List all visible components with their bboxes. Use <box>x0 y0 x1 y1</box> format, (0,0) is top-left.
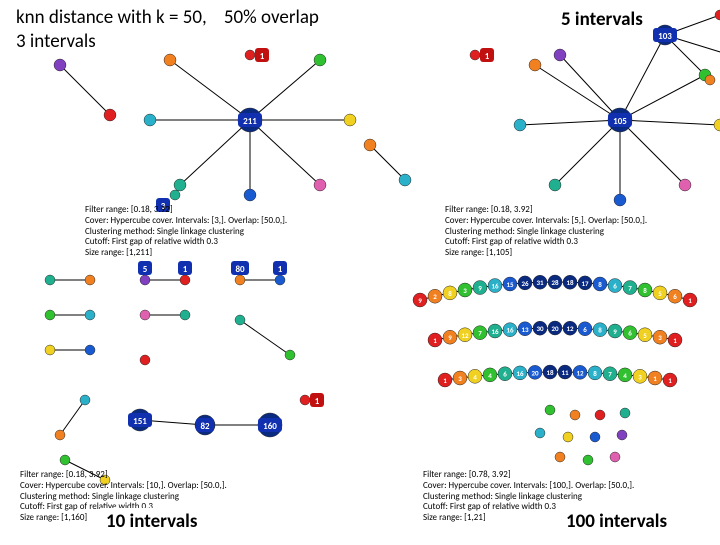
svg-text:11: 11 <box>561 368 569 377</box>
svg-text:6: 6 <box>673 292 677 301</box>
title-4: 100 intervals <box>566 510 667 533</box>
svg-text:30: 30 <box>536 324 544 333</box>
svg-text:3: 3 <box>463 286 467 295</box>
svg-text:5: 5 <box>143 264 148 275</box>
svg-text:5: 5 <box>643 331 647 340</box>
svg-text:20: 20 <box>551 324 559 333</box>
svg-text:18: 18 <box>546 368 554 377</box>
svg-text:16: 16 <box>506 326 514 335</box>
svg-text:8: 8 <box>448 289 452 298</box>
svg-text:7: 7 <box>628 284 632 293</box>
svg-text:6: 6 <box>503 370 507 379</box>
svg-text:26: 26 <box>521 279 529 288</box>
svg-text:4: 4 <box>488 371 492 380</box>
title-box-1a: knn distance with k = 50, 50% overlap <box>10 4 325 31</box>
svg-text:16: 16 <box>516 369 524 378</box>
svg-text:82: 82 <box>200 421 210 432</box>
svg-text:9: 9 <box>478 284 482 293</box>
svg-text:80: 80 <box>235 264 245 275</box>
svg-text:4: 4 <box>623 371 627 380</box>
svg-text:7: 7 <box>608 370 612 379</box>
svg-text:6: 6 <box>583 325 587 334</box>
svg-text:1: 1 <box>443 376 447 385</box>
svg-text:16: 16 <box>491 282 499 291</box>
svg-text:9: 9 <box>613 327 617 336</box>
svg-text:6: 6 <box>613 282 617 291</box>
title-box-1c: 3 intervals <box>10 28 102 55</box>
title-2: 5 intervals <box>561 8 643 31</box>
svg-text:3: 3 <box>638 372 642 381</box>
svg-text:1: 1 <box>668 376 672 385</box>
svg-text:28: 28 <box>551 278 559 287</box>
svg-text:1: 1 <box>485 51 490 62</box>
svg-text:7: 7 <box>478 329 482 338</box>
svg-text:8: 8 <box>593 369 597 378</box>
svg-text:6: 6 <box>628 329 632 338</box>
svg-text:31: 31 <box>536 278 544 287</box>
svg-text:5: 5 <box>658 289 662 298</box>
svg-text:1: 1 <box>260 51 265 62</box>
caption-2: Filter range: [0.18, 3.92]Cover: Hypercu… <box>445 205 647 259</box>
svg-text:8: 8 <box>598 326 602 335</box>
svg-text:1: 1 <box>278 264 283 275</box>
svg-text:103: 103 <box>658 31 672 42</box>
svg-text:3: 3 <box>658 333 662 342</box>
svg-text:105: 105 <box>613 116 627 127</box>
svg-text:20: 20 <box>531 368 539 377</box>
svg-text:12: 12 <box>566 324 574 333</box>
svg-text:15: 15 <box>506 280 514 289</box>
title-box-3: 10 intervals <box>100 508 203 535</box>
svg-text:3: 3 <box>458 374 462 383</box>
title-1a: knn distance with k = 50, <box>16 6 207 29</box>
svg-text:160: 160 <box>263 421 277 432</box>
title-1b: 50% overlap <box>224 6 319 29</box>
svg-text:1: 1 <box>673 336 677 345</box>
svg-text:211: 211 <box>243 116 257 127</box>
svg-text:16: 16 <box>491 327 499 336</box>
svg-text:12: 12 <box>576 368 584 377</box>
svg-text:9: 9 <box>418 296 422 305</box>
svg-text:12: 12 <box>461 331 469 340</box>
svg-text:2: 2 <box>433 292 437 301</box>
svg-text:9: 9 <box>448 333 452 342</box>
svg-text:4: 4 <box>473 372 477 381</box>
svg-text:1: 1 <box>688 296 692 305</box>
title-box-4: 100 intervals <box>560 508 673 535</box>
svg-text:18: 18 <box>566 278 574 287</box>
title-3: 10 intervals <box>106 510 197 533</box>
title-1c: 3 intervals <box>16 30 96 53</box>
svg-text:1: 1 <box>315 396 320 407</box>
svg-text:8: 8 <box>598 280 602 289</box>
svg-text:8: 8 <box>643 286 647 295</box>
caption-1: Filter range: [0.18, 3.92]Cover: Hypercu… <box>85 205 287 259</box>
svg-text:151: 151 <box>133 416 147 427</box>
page-root: 21113 knn distance with k = 50, 50% over… <box>0 0 720 540</box>
svg-text:17: 17 <box>581 279 589 288</box>
title-box-2: 5 intervals <box>555 6 649 33</box>
svg-text:1: 1 <box>183 264 188 275</box>
svg-text:1: 1 <box>653 374 657 383</box>
svg-text:1: 1 <box>433 336 437 345</box>
svg-text:13: 13 <box>521 325 529 334</box>
